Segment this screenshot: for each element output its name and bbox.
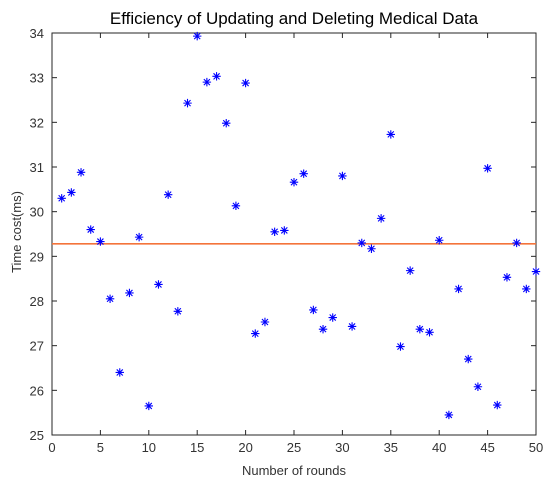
x-tick-label: 25 — [287, 440, 301, 455]
x-tick-label: 50 — [529, 440, 543, 455]
data-point — [444, 410, 454, 420]
data-point — [96, 237, 105, 246]
data-point — [357, 238, 366, 248]
data-point — [251, 329, 260, 338]
data-point — [328, 313, 337, 322]
data-point — [367, 244, 376, 253]
x-tick-label: 10 — [142, 440, 156, 455]
data-point — [231, 201, 241, 211]
data-point — [270, 227, 279, 236]
x-axis-label: Number of rounds — [242, 463, 347, 478]
plot-frame — [51, 32, 537, 436]
chart-title: Efficiency of Updating and Deleting Medi… — [110, 9, 479, 28]
y-tick-label: 26 — [30, 383, 44, 398]
data-point — [473, 382, 483, 391]
data-point — [309, 305, 318, 315]
y-tick-label: 31 — [30, 160, 44, 175]
data-point — [522, 284, 531, 294]
y-tick-label: 34 — [30, 26, 44, 41]
data-point — [163, 190, 173, 199]
data-point — [144, 401, 153, 411]
data-point — [115, 368, 124, 377]
data-point — [318, 324, 328, 334]
x-tick-label: 45 — [480, 440, 494, 455]
data-point — [502, 273, 512, 282]
data-point — [512, 238, 521, 248]
data-point — [464, 354, 473, 364]
data-point — [202, 77, 212, 87]
data-point — [338, 171, 347, 181]
y-axis-label: Time cost(ms) — [9, 191, 24, 273]
data-point — [183, 98, 192, 108]
data-point — [86, 225, 95, 234]
data-point — [454, 284, 463, 294]
data-point — [173, 307, 183, 316]
data-point — [347, 322, 357, 331]
data-point — [67, 188, 76, 197]
x-tick-label: 30 — [335, 440, 349, 455]
data-point — [193, 31, 202, 41]
data-point — [260, 317, 270, 327]
y-tick-label: 25 — [30, 428, 44, 443]
data-point — [425, 328, 434, 337]
plot-area: 0 5 10 15 20 25 30 35 40 45 50 25 26 27 28 29 30 31 32 33 34 — [30, 26, 544, 455]
y-tick-label: 32 — [30, 115, 44, 130]
data-point — [435, 236, 444, 245]
x-tick-label: 15 — [190, 440, 204, 455]
data-point — [405, 266, 415, 275]
y-tick-label: 28 — [30, 294, 44, 309]
x-tick-label: 20 — [238, 440, 252, 455]
data-point — [125, 288, 134, 298]
data-point — [280, 226, 289, 235]
data-point — [57, 194, 66, 203]
data-point — [76, 168, 86, 177]
data-point — [241, 78, 250, 88]
x-tick-label: 5 — [97, 440, 104, 455]
data-point — [289, 177, 299, 187]
data-point — [134, 232, 144, 242]
data-point — [415, 324, 425, 334]
data-point — [154, 280, 163, 289]
data-point — [376, 214, 386, 223]
x-tick-label: 40 — [432, 440, 446, 455]
y-tick-label: 33 — [30, 71, 44, 86]
x-tick-label: 35 — [384, 440, 398, 455]
y-tick-label: 29 — [30, 249, 44, 264]
data-point — [222, 119, 231, 128]
data-point — [531, 267, 541, 276]
data-point — [212, 72, 221, 81]
data-point — [493, 400, 502, 410]
data-point — [483, 164, 492, 173]
data-point — [396, 342, 405, 351]
y-tick-label: 27 — [30, 339, 44, 354]
data-point — [386, 130, 395, 139]
data-point — [299, 169, 308, 178]
x-tick-label: 0 — [48, 440, 55, 455]
data-point — [105, 294, 115, 303]
y-tick-label: 30 — [30, 205, 44, 220]
